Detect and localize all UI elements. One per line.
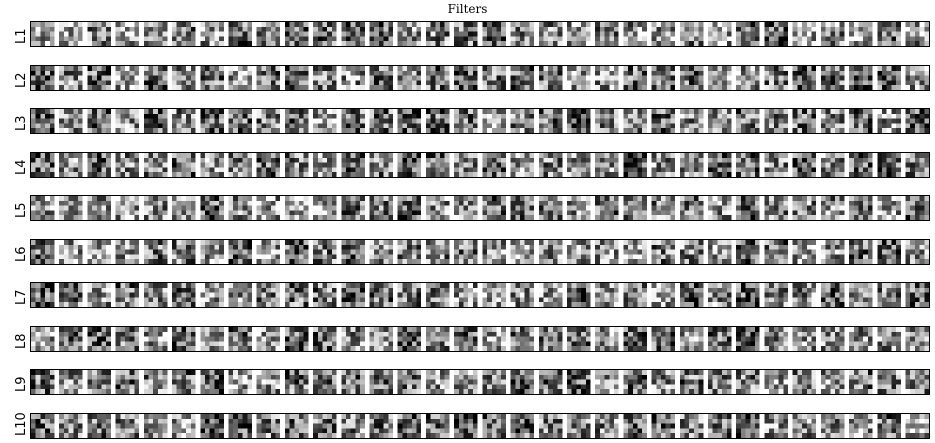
filter-strip [30, 369, 930, 395]
filter-image [31, 196, 929, 220]
filter-image [31, 66, 929, 90]
filter-strip [30, 413, 930, 439]
layer-label: L2 [14, 72, 29, 88]
filter-image [31, 327, 929, 351]
filter-image [31, 414, 929, 438]
filter-strip [30, 326, 930, 352]
layer-label: L8 [14, 333, 29, 349]
filter-strip [30, 65, 930, 91]
filter-strip [30, 195, 930, 221]
layer-label: L6 [14, 246, 29, 262]
filter-strip [30, 152, 930, 178]
figure-title: Filters [447, 2, 488, 16]
filter-strip [30, 239, 930, 265]
layer-label: L9 [14, 376, 29, 392]
filter-image [31, 109, 929, 133]
filter-image [31, 240, 929, 264]
layer-label: L10 [14, 412, 29, 436]
filter-strip [30, 108, 930, 134]
layer-label: L1 [14, 28, 29, 44]
filter-strip [30, 21, 930, 47]
layer-label: L3 [14, 115, 29, 131]
layer-label: L7 [14, 289, 29, 305]
filter-image [31, 283, 929, 307]
filter-image [31, 370, 929, 394]
layer-label: L5 [14, 202, 29, 218]
filter-image [31, 153, 929, 177]
layer-label: L4 [14, 159, 29, 175]
filter-strip [30, 282, 930, 308]
filter-image [31, 22, 929, 46]
